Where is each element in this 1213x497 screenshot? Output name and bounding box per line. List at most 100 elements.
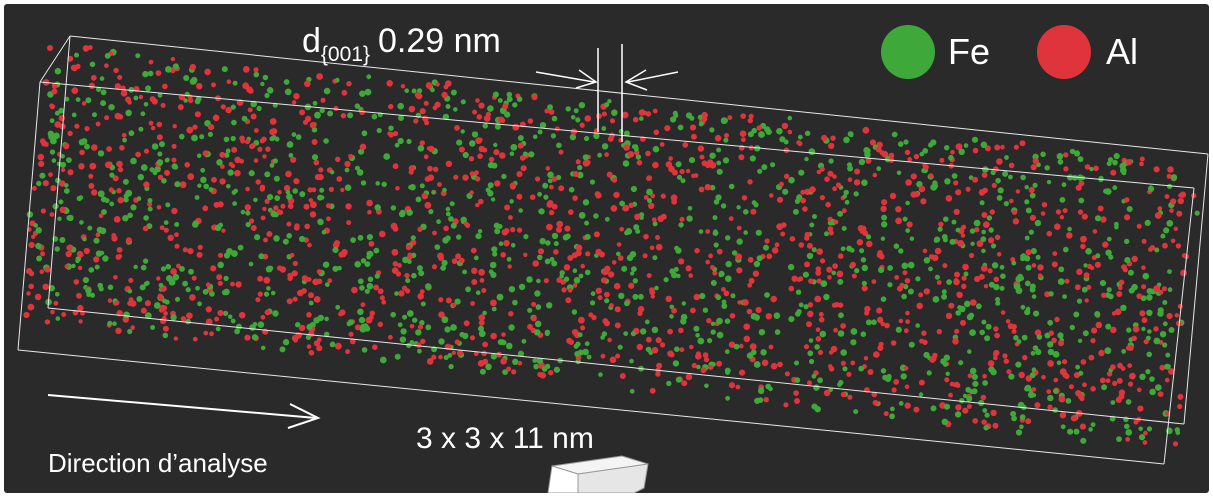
atom-fe <box>676 174 683 180</box>
atom-fe <box>693 325 700 332</box>
atom-fe <box>1024 280 1031 287</box>
atom-al <box>695 351 701 357</box>
atom-fe <box>1148 185 1155 192</box>
atom-fe <box>36 255 43 262</box>
atom-fe <box>314 111 321 119</box>
atom-fe <box>958 360 964 366</box>
atom-al <box>1086 284 1092 290</box>
atom-fe <box>319 107 325 114</box>
atom-al <box>1059 368 1067 376</box>
atom-al <box>481 350 487 357</box>
atom-al <box>156 276 161 281</box>
atom-fe <box>900 373 907 380</box>
atom-al <box>837 253 844 259</box>
atom-al <box>652 217 657 222</box>
atom-fe <box>571 309 578 315</box>
atom-al <box>928 173 934 179</box>
atom-fe <box>1167 183 1173 189</box>
atom-al <box>593 231 600 238</box>
atom-fe <box>916 181 923 188</box>
atom-al <box>325 203 332 209</box>
atom-fe <box>156 159 164 166</box>
atom-al <box>87 45 93 50</box>
atom-fe <box>217 261 224 269</box>
atom-al <box>606 171 613 178</box>
atom-al <box>660 213 667 220</box>
atom-al <box>257 275 264 282</box>
atom-al <box>793 390 799 396</box>
atom-fe <box>299 191 306 198</box>
atom-fe <box>798 169 805 176</box>
atom-fe <box>90 292 95 298</box>
atom-fe <box>445 211 451 217</box>
atom-fe <box>988 227 994 233</box>
atom-al <box>49 103 54 108</box>
atom-al <box>700 367 707 374</box>
atom-fe <box>928 266 933 272</box>
atom-al <box>853 179 861 186</box>
atom-fe <box>794 198 801 204</box>
atom-al <box>359 109 365 116</box>
atom-al <box>1177 303 1183 309</box>
atom-al <box>309 211 317 218</box>
atom-fe <box>545 240 551 246</box>
atom-fe <box>1138 434 1146 441</box>
atom-al <box>397 263 402 268</box>
atom-al <box>815 269 822 276</box>
atom-al <box>747 256 754 263</box>
atom-fe <box>1034 219 1042 227</box>
atom-fe <box>809 222 815 228</box>
atom-fe <box>163 220 169 226</box>
atom-al <box>259 186 265 192</box>
atom-al <box>292 260 298 267</box>
atom-al <box>23 311 30 319</box>
atom-al <box>104 115 110 121</box>
atom-al <box>1181 253 1187 259</box>
atom-fe <box>485 363 492 371</box>
atom-fe <box>743 230 748 235</box>
atom-al <box>954 381 960 387</box>
atom-al <box>664 125 671 132</box>
atom-al <box>283 184 291 192</box>
atom-al <box>993 276 1000 283</box>
atom-fe <box>651 326 659 334</box>
atom-al <box>254 128 259 133</box>
atom-al <box>548 370 554 376</box>
atom-fe <box>431 190 436 195</box>
atom-al <box>1062 208 1068 214</box>
atom-al <box>93 256 100 263</box>
atom-al <box>781 122 789 130</box>
atom-al <box>116 160 123 168</box>
atom-al <box>1025 249 1032 256</box>
atom-fe <box>966 313 974 321</box>
atom-fe <box>671 271 678 279</box>
atom-fe <box>182 280 189 287</box>
atom-fe <box>993 283 1000 291</box>
atom-al <box>879 150 885 156</box>
atom-fe <box>450 89 457 96</box>
atom-al <box>833 219 839 225</box>
atom-al <box>78 163 85 170</box>
atom-al <box>117 114 124 120</box>
atom-fe <box>716 147 722 153</box>
atom-fe <box>905 228 911 234</box>
atom-al <box>113 216 121 223</box>
atom-al <box>802 206 808 212</box>
atom-al <box>392 131 399 137</box>
atom-al <box>1158 289 1164 295</box>
atom-al <box>220 104 226 110</box>
atom-al <box>312 278 320 286</box>
atom-fe <box>982 408 988 413</box>
atom-al <box>770 362 778 370</box>
atom-fe <box>926 370 932 376</box>
atom-fe <box>652 221 658 227</box>
atom-fe <box>547 178 553 184</box>
atom-al <box>671 169 678 176</box>
atom-al <box>987 268 993 274</box>
atom-fe <box>1163 227 1170 234</box>
atom-al <box>1139 156 1145 162</box>
atom-fe <box>456 139 463 146</box>
atom-fe <box>1124 257 1131 264</box>
atom-fe <box>1056 153 1064 160</box>
atom-fe <box>1149 376 1155 382</box>
